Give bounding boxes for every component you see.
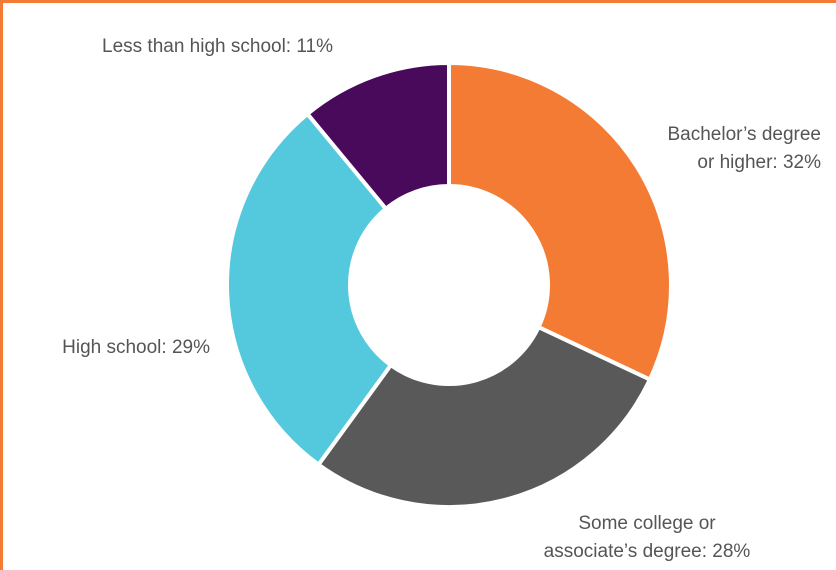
slice-label-some-college-or: Some college or associate’s degree: 28% [544,513,751,562]
slice-less-than-high-school-11 [304,60,451,212]
slice-label-line: High school: 29% [62,337,210,358]
donut-slices [225,60,673,509]
slice-label-line: Bachelor’s degree [667,124,821,145]
slice-label-high-school-29: High school: 29% [62,337,210,358]
slice-label-line: Less than high school: 11% [102,36,333,57]
slice-label-less-than-high-school-11: Less than high school: 11% [102,36,333,57]
slice-label-line: associate’s degree: 28% [544,541,751,562]
slice-bachelors-degree [447,60,673,383]
slice-label-bachelors-degree: Bachelor’s degree or higher: 32% [667,124,821,173]
slice-some-college-or [315,324,653,509]
slice-labels: Bachelor’s degree or higher: 32% Some coll… [62,36,821,562]
slice-high-school-29 [225,111,394,468]
slice-label-line: Some college or [578,513,716,534]
slice-label-line: or higher: 32% [697,152,821,173]
